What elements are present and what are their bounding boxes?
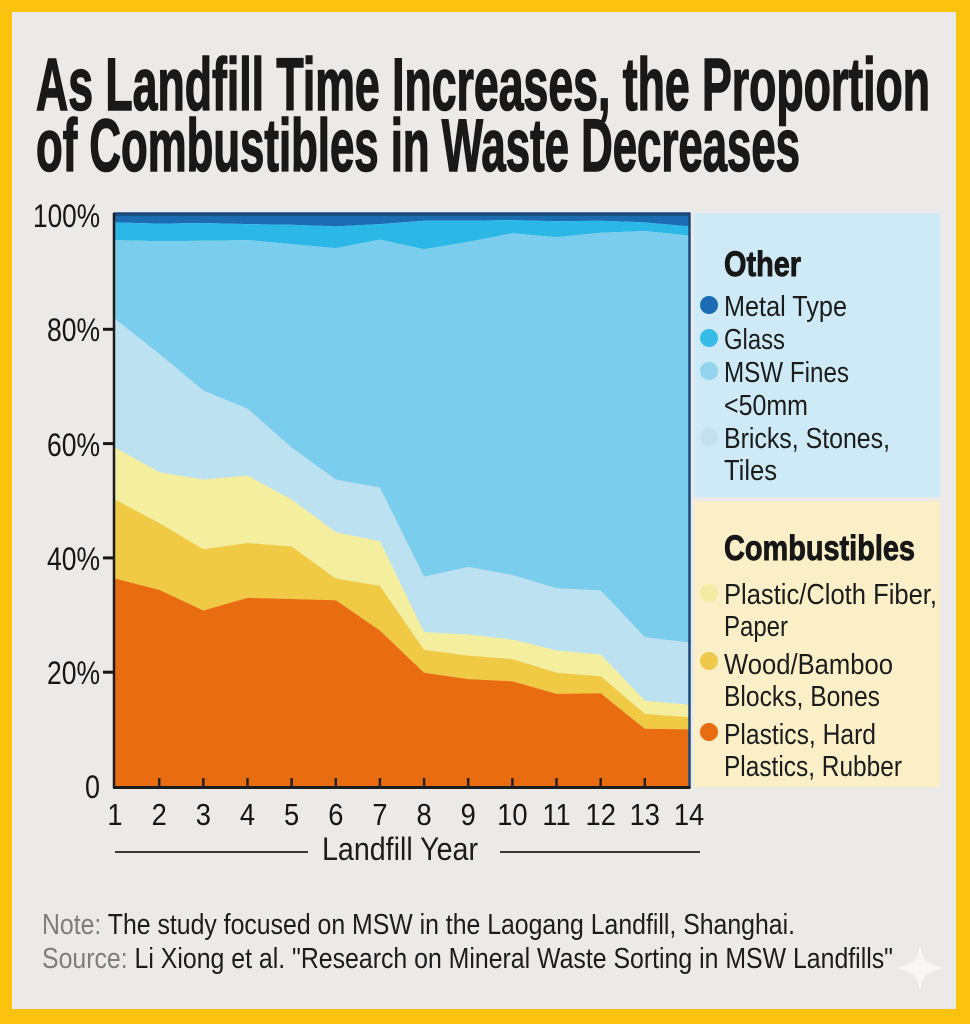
svg-text:40%: 40% (47, 541, 100, 577)
svg-text:7: 7 (372, 798, 387, 832)
svg-text:80%: 80% (47, 312, 100, 348)
svg-text:1: 1 (107, 798, 122, 832)
svg-text:60%: 60% (47, 427, 100, 463)
svg-text:Plastics, Hard: Plastics, Hard (724, 719, 876, 751)
svg-text:Wood/Bamboo: Wood/Bamboo (724, 649, 893, 681)
svg-text:Tiles: Tiles (724, 455, 777, 487)
svg-text:2: 2 (152, 798, 167, 832)
svg-text:Bricks, Stones,: Bricks, Stones, (724, 423, 890, 455)
svg-text:MSW Fines: MSW Fines (724, 357, 849, 389)
svg-text:Metal Type: Metal Type (724, 291, 847, 323)
svg-text:Blocks, Bones: Blocks, Bones (724, 681, 880, 713)
svg-text:Combustibles: Combustibles (724, 529, 915, 568)
svg-text:Note: The study focused on MSW: Note: The study focused on MSW in the La… (42, 909, 795, 941)
svg-text:11: 11 (542, 798, 570, 832)
svg-text:12: 12 (586, 798, 616, 832)
svg-text:As Landfill Time Increases, th: As Landfill Time Increases, the Proporti… (36, 43, 930, 126)
svg-text:3: 3 (196, 798, 211, 832)
svg-text:Glass: Glass (724, 324, 785, 356)
svg-text:13: 13 (630, 798, 660, 832)
svg-text:Plastic/Cloth Fiber,: Plastic/Cloth Fiber, (724, 579, 937, 611)
svg-text:5: 5 (284, 798, 299, 832)
svg-text:9: 9 (461, 798, 476, 832)
svg-text:100%: 100% (33, 198, 100, 234)
svg-text:14: 14 (674, 798, 704, 832)
svg-text:10: 10 (497, 798, 527, 832)
svg-text:<50mm: <50mm (724, 390, 808, 422)
svg-text:0: 0 (85, 769, 100, 805)
svg-text:Plastics, Rubber: Plastics, Rubber (724, 751, 902, 783)
svg-text:8: 8 (417, 798, 432, 832)
svg-text:6: 6 (328, 798, 343, 832)
svg-text:Source: Li Xiong et al. "Resea: Source: Li Xiong et al. "Research on Min… (42, 943, 893, 975)
svg-text:20%: 20% (47, 655, 100, 691)
svg-text:Landfill Year: Landfill Year (322, 831, 478, 867)
svg-text:of Combustibles in Waste Decre: of Combustibles in Waste Decreases (36, 104, 800, 187)
svg-text:4: 4 (240, 798, 255, 832)
svg-text:Paper: Paper (724, 611, 788, 643)
svg-text:Other: Other (724, 245, 801, 284)
